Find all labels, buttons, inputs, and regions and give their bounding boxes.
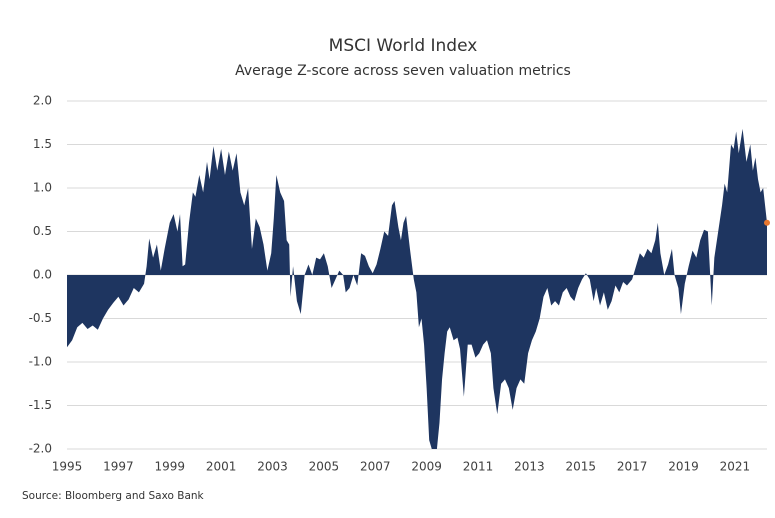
x-tick-label: 2021 <box>720 460 751 474</box>
area <box>67 128 767 449</box>
x-tick-label: 2013 <box>514 460 545 474</box>
source-note: Source: Bloomberg and Saxo Bank <box>22 490 205 502</box>
x-tick-label: 2007 <box>360 460 391 474</box>
last-point-marker <box>764 219 770 226</box>
x-tick-label: 2011 <box>463 460 494 474</box>
x-tick-label: 2017 <box>617 460 648 474</box>
x-tick-label: 1995 <box>52 460 83 474</box>
y-tick-label: 0.5 <box>33 224 52 238</box>
x-tick-label: 2009 <box>411 460 442 474</box>
chart-title: MSCI World Index <box>329 36 478 56</box>
y-tick-label: -1.5 <box>29 398 52 412</box>
y-tick-label: -1.0 <box>29 355 52 369</box>
x-tick-label: 1997 <box>103 460 134 474</box>
x-tick-label: 1999 <box>154 460 185 474</box>
x-tick-label: 2019 <box>668 460 699 474</box>
y-tick-label: -2.0 <box>29 442 52 456</box>
x-tick-label: 2015 <box>565 460 596 474</box>
y-tick-label: 0.0 <box>33 268 52 282</box>
y-tick-label: 1.0 <box>33 181 52 195</box>
y-tick-label: 1.5 <box>33 137 52 151</box>
y-tick-label: 2.0 <box>33 94 52 108</box>
y-tick-label: -0.5 <box>29 311 52 325</box>
x-tick-label: 2005 <box>309 460 340 474</box>
chart-subtitle: Average Z-score across seven valuation m… <box>235 63 571 79</box>
x-tick-label: 2001 <box>206 460 237 474</box>
x-tick-label: 2003 <box>257 460 288 474</box>
